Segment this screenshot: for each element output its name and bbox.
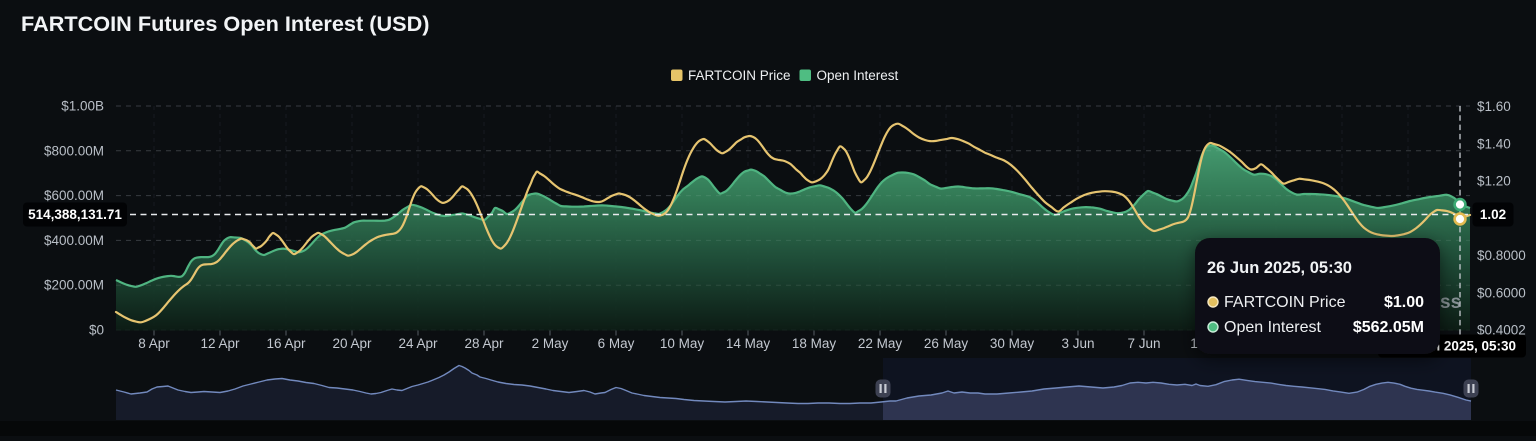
svg-text:22 May: 22 May bbox=[858, 336, 903, 351]
svg-text:3 Jun: 3 Jun bbox=[1061, 336, 1094, 351]
svg-text:$200.00M: $200.00M bbox=[44, 278, 104, 293]
svg-text:30 May: 30 May bbox=[990, 336, 1035, 351]
svg-text:$0.8000: $0.8000 bbox=[1477, 248, 1526, 263]
svg-text:$1.00: $1.00 bbox=[1384, 294, 1424, 311]
svg-text:514,388,131.71: 514,388,131.71 bbox=[28, 207, 122, 222]
svg-text:$0: $0 bbox=[89, 323, 104, 338]
svg-text:1.02: 1.02 bbox=[1480, 207, 1506, 222]
svg-text:$400.00M: $400.00M bbox=[44, 233, 104, 248]
svg-text:FARTCOIN Price: FARTCOIN Price bbox=[1224, 294, 1346, 311]
svg-text:2 May: 2 May bbox=[532, 336, 569, 351]
svg-text:26 May: 26 May bbox=[924, 336, 969, 351]
svg-text:26 Jun 2025, 05:30: 26 Jun 2025, 05:30 bbox=[1207, 259, 1352, 277]
svg-text:$1.60: $1.60 bbox=[1477, 99, 1511, 114]
svg-text:20 Apr: 20 Apr bbox=[332, 336, 372, 351]
svg-text:8 Apr: 8 Apr bbox=[138, 336, 170, 351]
svg-text:$1.40: $1.40 bbox=[1477, 136, 1511, 151]
svg-text:$562.05M: $562.05M bbox=[1353, 319, 1424, 336]
svg-text:Open Interest: Open Interest bbox=[1224, 319, 1322, 336]
svg-text:FARTCOIN Futures Open Interest: FARTCOIN Futures Open Interest (USD) bbox=[21, 11, 429, 36]
svg-text:7 Jun: 7 Jun bbox=[1127, 336, 1160, 351]
svg-text:10 May: 10 May bbox=[660, 336, 705, 351]
svg-text:24 Apr: 24 Apr bbox=[398, 336, 438, 351]
svg-text:$800.00M: $800.00M bbox=[44, 143, 104, 158]
svg-text:18 May: 18 May bbox=[792, 336, 837, 351]
svg-text:$1.00B: $1.00B bbox=[61, 99, 104, 114]
svg-text:Open Interest: Open Interest bbox=[817, 68, 899, 83]
svg-text:ss: ss bbox=[1440, 292, 1461, 313]
svg-text:6 May: 6 May bbox=[598, 336, 635, 351]
svg-text:$0.6000: $0.6000 bbox=[1477, 286, 1526, 301]
svg-text:$600.00M: $600.00M bbox=[44, 188, 104, 203]
svg-text:$1.20: $1.20 bbox=[1477, 174, 1511, 189]
svg-text:14 May: 14 May bbox=[726, 336, 771, 351]
svg-text:$0.4002: $0.4002 bbox=[1477, 323, 1526, 338]
svg-text:12 Apr: 12 Apr bbox=[200, 336, 240, 351]
svg-text:28 Apr: 28 Apr bbox=[464, 336, 504, 351]
svg-text:FARTCOIN Price: FARTCOIN Price bbox=[688, 68, 791, 83]
svg-text:16 Apr: 16 Apr bbox=[266, 336, 306, 351]
